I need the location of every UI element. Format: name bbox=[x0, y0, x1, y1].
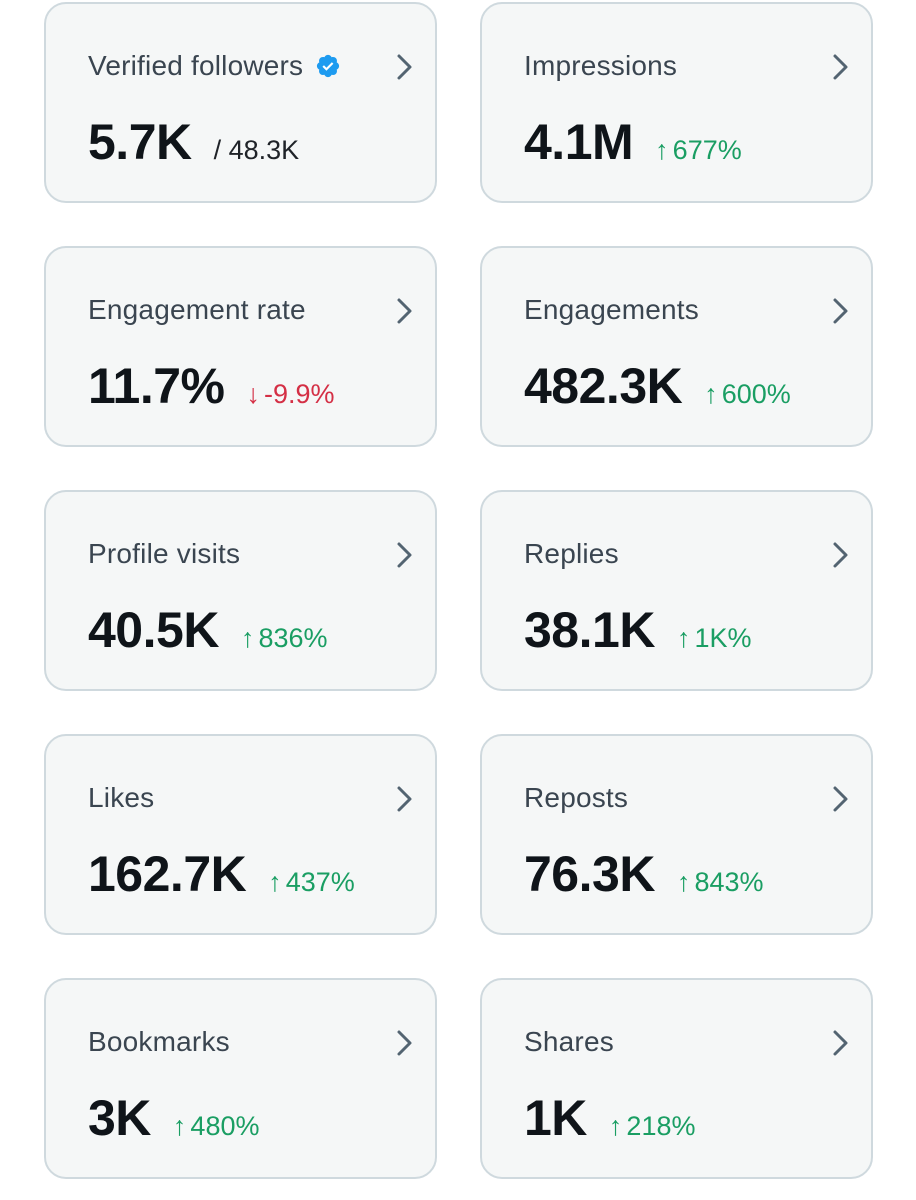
chevron-right-icon bbox=[833, 786, 848, 812]
metric-value: 76.3K bbox=[524, 846, 655, 902]
metric-change: ↑ 1K% bbox=[677, 623, 752, 654]
chevron-right-icon bbox=[397, 1030, 412, 1056]
value-row: 11.7% ↓ -9.9% bbox=[88, 358, 335, 414]
value-row: 162.7K ↑ 437% bbox=[88, 846, 355, 902]
metric-value: 162.7K bbox=[88, 846, 247, 902]
chevron-right-icon bbox=[833, 542, 848, 568]
value-row: 40.5K ↑ 836% bbox=[88, 602, 328, 658]
change-text: 437% bbox=[285, 867, 355, 897]
arrow-up-icon: ↑ bbox=[676, 623, 691, 653]
metric-value: 1K bbox=[524, 1090, 587, 1146]
change-text: 843% bbox=[694, 867, 764, 897]
card-label: Profile visits bbox=[88, 538, 241, 569]
metric-value: 5.7K bbox=[88, 114, 192, 170]
metric-value: 3K bbox=[88, 1090, 151, 1146]
change-text: 1K% bbox=[694, 623, 752, 653]
card-label: Reposts bbox=[524, 782, 629, 813]
card-label: Likes bbox=[88, 782, 155, 813]
metric-change: ↑ 218% bbox=[609, 1111, 696, 1142]
card-label: Verified followers bbox=[88, 50, 304, 81]
value-row: 5.7K / 48.3K bbox=[88, 114, 299, 170]
chevron-right-icon bbox=[833, 298, 848, 324]
verified-badge-icon bbox=[317, 54, 340, 78]
value-row: 3K ↑ 480% bbox=[88, 1090, 259, 1146]
card-verified-followers[interactable]: Verified followers 5.7K / 48.3K bbox=[44, 2, 437, 203]
card-label: Impressions bbox=[524, 50, 678, 81]
analytics-grid: Verified followers 5.7K / 48.3K Impressi… bbox=[44, 2, 873, 1179]
change-text: 480% bbox=[190, 1111, 260, 1141]
card-label: Shares bbox=[524, 1026, 614, 1057]
card-reposts[interactable]: Reposts 76.3K ↑ 843% bbox=[480, 734, 873, 935]
card-profile-visits[interactable]: Profile visits 40.5K ↑ 836% bbox=[44, 490, 437, 691]
chevron-right-icon bbox=[397, 54, 412, 80]
card-engagements[interactable]: Engagements 482.3K ↑ 600% bbox=[480, 246, 873, 447]
card-shares[interactable]: Shares 1K ↑ 218% bbox=[480, 978, 873, 1179]
value-row: 76.3K ↑ 843% bbox=[524, 846, 764, 902]
arrow-up-icon: ↑ bbox=[240, 623, 255, 653]
card-label: Replies bbox=[524, 538, 619, 569]
arrow-up-icon: ↑ bbox=[704, 379, 718, 409]
chevron-right-icon bbox=[397, 298, 412, 324]
change-text: 218% bbox=[626, 1111, 696, 1141]
card-label: Engagements bbox=[524, 294, 699, 325]
chevron-right-icon bbox=[397, 542, 412, 568]
metric-change: ↑ 843% bbox=[677, 867, 764, 898]
arrow-up-icon: ↑ bbox=[172, 1111, 187, 1141]
card-replies[interactable]: Replies 38.1K ↑ 1K% bbox=[480, 490, 873, 691]
value-row: 4.1M ↑ 677% bbox=[524, 114, 742, 170]
change-text: 600% bbox=[721, 379, 791, 409]
chevron-right-icon bbox=[833, 54, 848, 80]
card-likes[interactable]: Likes 162.7K ↑ 437% bbox=[44, 734, 437, 935]
metric-value: 11.7% bbox=[88, 358, 225, 414]
arrow-up-icon: ↑ bbox=[676, 867, 691, 897]
metric-value: 38.1K bbox=[524, 602, 655, 658]
arrow-down-icon: ↓ bbox=[246, 379, 261, 409]
change-text: 836% bbox=[258, 623, 328, 653]
value-row: 1K ↑ 218% bbox=[524, 1090, 695, 1146]
metric-change: ↑ 677% bbox=[655, 135, 742, 166]
card-label-wrap: Verified followers bbox=[88, 48, 341, 84]
card-engagement-rate[interactable]: Engagement rate 11.7% ↓ -9.9% bbox=[44, 246, 437, 447]
arrow-up-icon: ↑ bbox=[655, 135, 669, 165]
card-label: Engagement rate bbox=[88, 294, 306, 325]
metric-change: ↑ 480% bbox=[173, 1111, 260, 1142]
arrow-up-icon: ↑ bbox=[268, 867, 282, 897]
metric-total: / 48.3K bbox=[213, 135, 300, 165]
metric-change: ↓ -9.9% bbox=[247, 379, 335, 410]
metric-change: ↑ 836% bbox=[241, 623, 328, 654]
metric-value: 482.3K bbox=[524, 358, 683, 414]
chevron-right-icon bbox=[397, 786, 412, 812]
chevron-right-icon bbox=[833, 1030, 848, 1056]
change-text: 677% bbox=[672, 135, 742, 165]
value-row: 38.1K ↑ 1K% bbox=[524, 602, 751, 658]
card-impressions[interactable]: Impressions 4.1M ↑ 677% bbox=[480, 2, 873, 203]
metric-change: ↑ 437% bbox=[268, 867, 355, 898]
card-bookmarks[interactable]: Bookmarks 3K ↑ 480% bbox=[44, 978, 437, 1179]
change-text: -9.9% bbox=[264, 379, 335, 409]
card-label: Bookmarks bbox=[88, 1026, 230, 1057]
metric-value: 4.1M bbox=[524, 114, 634, 170]
value-row: 482.3K ↑ 600% bbox=[524, 358, 791, 414]
metric-value: 40.5K bbox=[88, 602, 219, 658]
metric-change: ↑ 600% bbox=[704, 379, 791, 410]
arrow-up-icon: ↑ bbox=[608, 1111, 623, 1141]
